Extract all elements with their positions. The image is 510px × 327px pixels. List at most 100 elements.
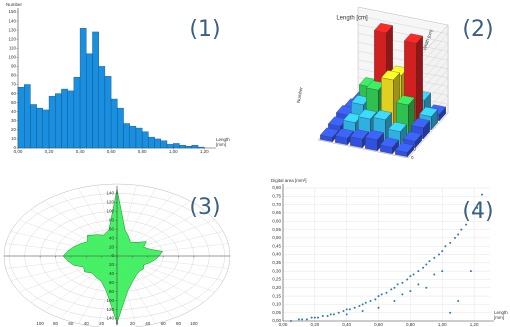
- bar: [185, 145, 193, 149]
- x-tick-label: 0,40: [342, 322, 351, 327]
- bar: [98, 66, 106, 149]
- x-tick-label: 0,20: [310, 322, 319, 327]
- y-tick-label: 0,30: [272, 268, 281, 273]
- point: [422, 266, 425, 269]
- bar-top: [411, 118, 430, 128]
- point: [393, 286, 396, 289]
- x-tick-label: 20: [99, 321, 105, 326]
- y-tick-label: 0,50: [272, 235, 281, 240]
- x-tick-label: 80: [176, 321, 182, 326]
- bar: [36, 107, 44, 149]
- point: [457, 233, 460, 236]
- x-tick-label: 0,00: [14, 149, 23, 154]
- point: [460, 228, 463, 231]
- bar-top: [403, 131, 422, 142]
- point: [401, 293, 404, 296]
- y-tick-label: 0,10: [272, 302, 281, 307]
- y-tick-label: 0,70: [272, 202, 281, 207]
- bar: [73, 77, 81, 149]
- point: [369, 300, 372, 303]
- bar-top: [388, 121, 407, 132]
- bar-top: [320, 127, 339, 138]
- point: [473, 211, 476, 214]
- point: [444, 245, 447, 248]
- point: [364, 301, 367, 304]
- y-tick-label: 110: [9, 45, 17, 50]
- point: [326, 315, 329, 318]
- bar-top: [419, 106, 438, 117]
- x-axis-label: Length: [494, 310, 508, 315]
- point: [481, 193, 484, 196]
- point: [449, 241, 452, 244]
- x-axis-label: [mm]: [216, 142, 226, 147]
- y-tick-label: 0: [13, 145, 16, 150]
- y-tick-label: 0,35: [272, 260, 281, 265]
- x-tick-label: 40: [84, 321, 90, 326]
- x-tick-label: 60: [161, 321, 167, 326]
- y-tick-label: 140: [8, 18, 16, 23]
- bar: [166, 144, 174, 149]
- bar: [110, 98, 118, 149]
- point: [401, 281, 404, 284]
- x-tick-label: 60: [68, 321, 74, 326]
- y-tick-label: 140: [106, 191, 114, 196]
- point: [361, 310, 364, 313]
- bar-top: [365, 130, 384, 140]
- y-tick-label: 0,45: [272, 243, 281, 248]
- point: [469, 270, 472, 273]
- point: [396, 283, 399, 286]
- x-tick-label: 0: [116, 321, 119, 326]
- y-axis-label: Width [cm]: [422, 29, 434, 51]
- point: [374, 298, 377, 301]
- panel-label: (3): [189, 195, 220, 220]
- point: [406, 278, 409, 281]
- y-tick-label: 60: [109, 226, 115, 231]
- panel-label: (2): [462, 17, 493, 42]
- y-tick-label: 0,65: [272, 210, 281, 215]
- point: [438, 253, 441, 256]
- point: [289, 320, 292, 322]
- x-tick-label: 0,00: [279, 322, 288, 327]
- bar: [67, 90, 75, 149]
- x-tick-label: 0,60: [107, 149, 116, 154]
- y-tick-label: 0,75: [272, 194, 281, 199]
- y-tick-label: 100: [106, 209, 114, 214]
- point: [345, 313, 348, 316]
- point: [417, 283, 420, 286]
- bar: [79, 28, 87, 149]
- x-tick-label: 1,20: [470, 322, 479, 327]
- y-tick-label: 50: [11, 100, 17, 105]
- y-tick-label: 0: [111, 253, 114, 258]
- y-tick-label: 40: [11, 109, 17, 114]
- bar-top: [374, 23, 393, 33]
- point: [345, 308, 348, 311]
- point: [409, 275, 412, 278]
- point: [305, 318, 308, 321]
- bar: [61, 88, 68, 149]
- point: [353, 306, 356, 309]
- x-tick-label: 40: [145, 321, 151, 326]
- y-tick-label: 80: [109, 289, 115, 294]
- y-tick-label: 0,55: [272, 227, 281, 232]
- y-tick-label: 0,80: [272, 185, 281, 190]
- bar: [86, 53, 93, 149]
- bar: [17, 87, 25, 149]
- point: [358, 305, 361, 308]
- point: [433, 256, 436, 259]
- point: [342, 310, 345, 313]
- point: [465, 223, 468, 226]
- y-tick-label: 70: [11, 82, 17, 87]
- y-tick-label: 20: [11, 127, 17, 132]
- x-tick-label: 0,80: [406, 322, 415, 327]
- bar: [160, 140, 168, 149]
- point: [377, 306, 380, 309]
- point: [385, 291, 388, 294]
- y-tick-label: 20: [109, 244, 115, 249]
- x-tick-label: 0,40: [76, 149, 85, 154]
- bar: [129, 126, 137, 149]
- bar-top: [395, 142, 414, 153]
- y-tick-label: 0,05: [272, 310, 281, 315]
- point: [453, 236, 456, 239]
- bar-top: [396, 95, 415, 106]
